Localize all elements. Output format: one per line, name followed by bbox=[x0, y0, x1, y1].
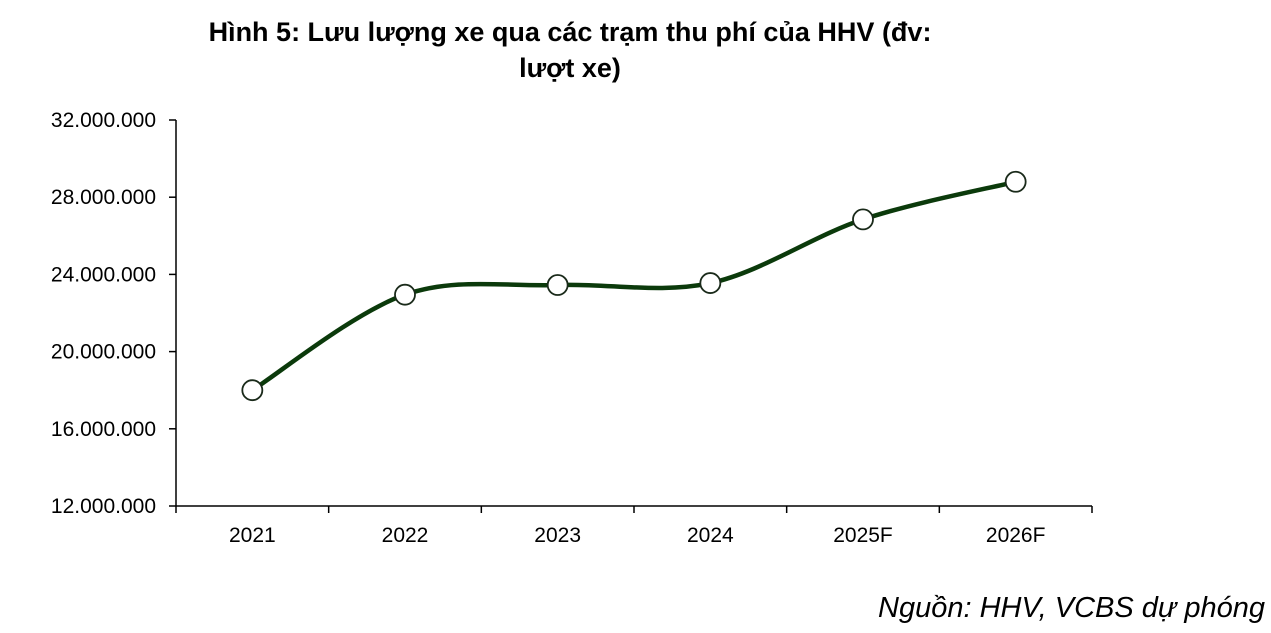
chart-title-line-1: Hình 5: Lưu lượng xe qua các trạm thu ph… bbox=[208, 17, 932, 47]
x-axis-tick-label: 2023 bbox=[534, 524, 581, 547]
y-axis-tick-label: 32.000.000 bbox=[51, 109, 156, 132]
chart-title: Hình 5: Lưu lượng xe qua các trạm thu ph… bbox=[100, 14, 1040, 86]
y-axis-tick-labels: 32.000.000 28.000.000 24.000.000 20.000.000… bbox=[51, 109, 156, 518]
x-axis-tick-labels: 2021 2022 2023 2024 2025F 2026F bbox=[229, 524, 1045, 547]
y-axis-tick-label: 16.000.000 bbox=[51, 418, 156, 441]
x-axis-tick-label: 2022 bbox=[382, 524, 429, 547]
data-point-2023 bbox=[546, 274, 569, 296]
data-point-2026F bbox=[1004, 170, 1027, 193]
data-point-2025F bbox=[852, 208, 874, 231]
data-point-2022 bbox=[394, 283, 416, 306]
x-axis-tick-label: 2021 bbox=[229, 524, 276, 547]
y-axis-tick-label: 28.000.000 bbox=[51, 186, 156, 209]
y-axis-tick-label: 12.000.000 bbox=[51, 495, 156, 518]
source-note: Nguồn: HHV, VCBS dự phóng bbox=[878, 592, 1265, 624]
y-axis-tick-label: 24.000.000 bbox=[51, 263, 156, 286]
chart-title-line-2: lượt xe) bbox=[519, 53, 621, 83]
series-markers bbox=[241, 170, 1027, 402]
x-axis-tick-label: 2026F bbox=[986, 524, 1046, 547]
data-point-2024 bbox=[699, 272, 722, 294]
x-axis-tick-label: 2024 bbox=[687, 524, 734, 547]
series-line bbox=[250, 179, 1018, 393]
y-axis-tick-label: 20.000.000 bbox=[51, 341, 156, 364]
data-point-2021 bbox=[241, 379, 264, 402]
x-axis-tick-label: 2025F bbox=[833, 524, 893, 547]
chart-axes bbox=[169, 119, 1093, 513]
